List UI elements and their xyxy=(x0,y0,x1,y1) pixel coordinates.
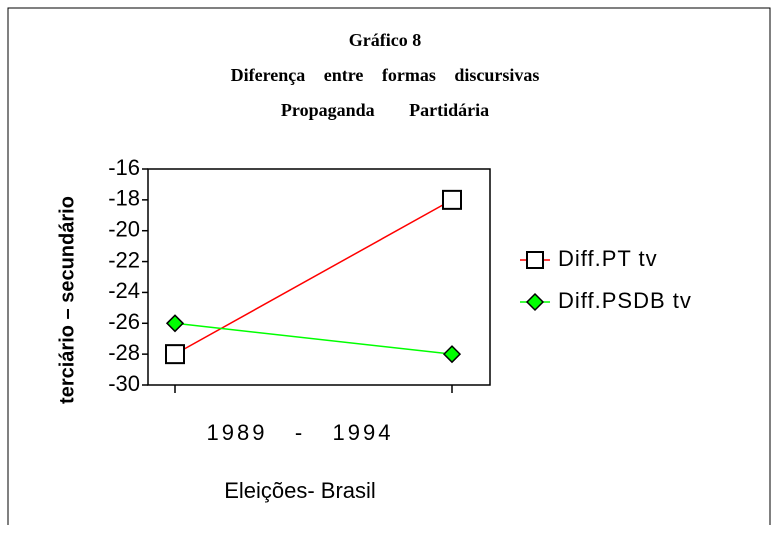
marker xyxy=(442,345,462,364)
legend-label: Diff.PT tv xyxy=(558,246,658,271)
marker xyxy=(165,314,185,333)
y-tick-label: -20 xyxy=(108,217,140,242)
y-axis-label: terciário – secundário xyxy=(56,196,78,404)
y-tick-label: -22 xyxy=(108,247,140,272)
y-tick-label: -16 xyxy=(108,155,140,180)
chart-subtitle: Diferença entre formas discursivas xyxy=(231,65,540,85)
marker xyxy=(442,189,462,210)
legend-marker xyxy=(526,251,544,269)
y-tick-label: -26 xyxy=(108,309,140,334)
plot-area xyxy=(147,168,491,386)
line xyxy=(174,199,453,355)
x-axis-label: Eleições- Brasil xyxy=(224,478,376,503)
y-tick-label: -24 xyxy=(108,278,140,303)
chart-subtitle: Propaganda Partidária xyxy=(281,100,489,120)
y-tick-label: -30 xyxy=(108,371,140,396)
chart-title: Gráfico 8 xyxy=(349,30,421,50)
x-tick-label: 1989 - 1994 xyxy=(207,420,394,445)
line xyxy=(174,322,453,355)
marker xyxy=(165,344,185,365)
legend-marker xyxy=(525,292,545,312)
frame xyxy=(7,7,771,525)
legend-label: Diff.PSDB tv xyxy=(558,288,692,313)
y-tick-label: -18 xyxy=(108,186,140,211)
y-tick-label: -28 xyxy=(108,340,140,365)
